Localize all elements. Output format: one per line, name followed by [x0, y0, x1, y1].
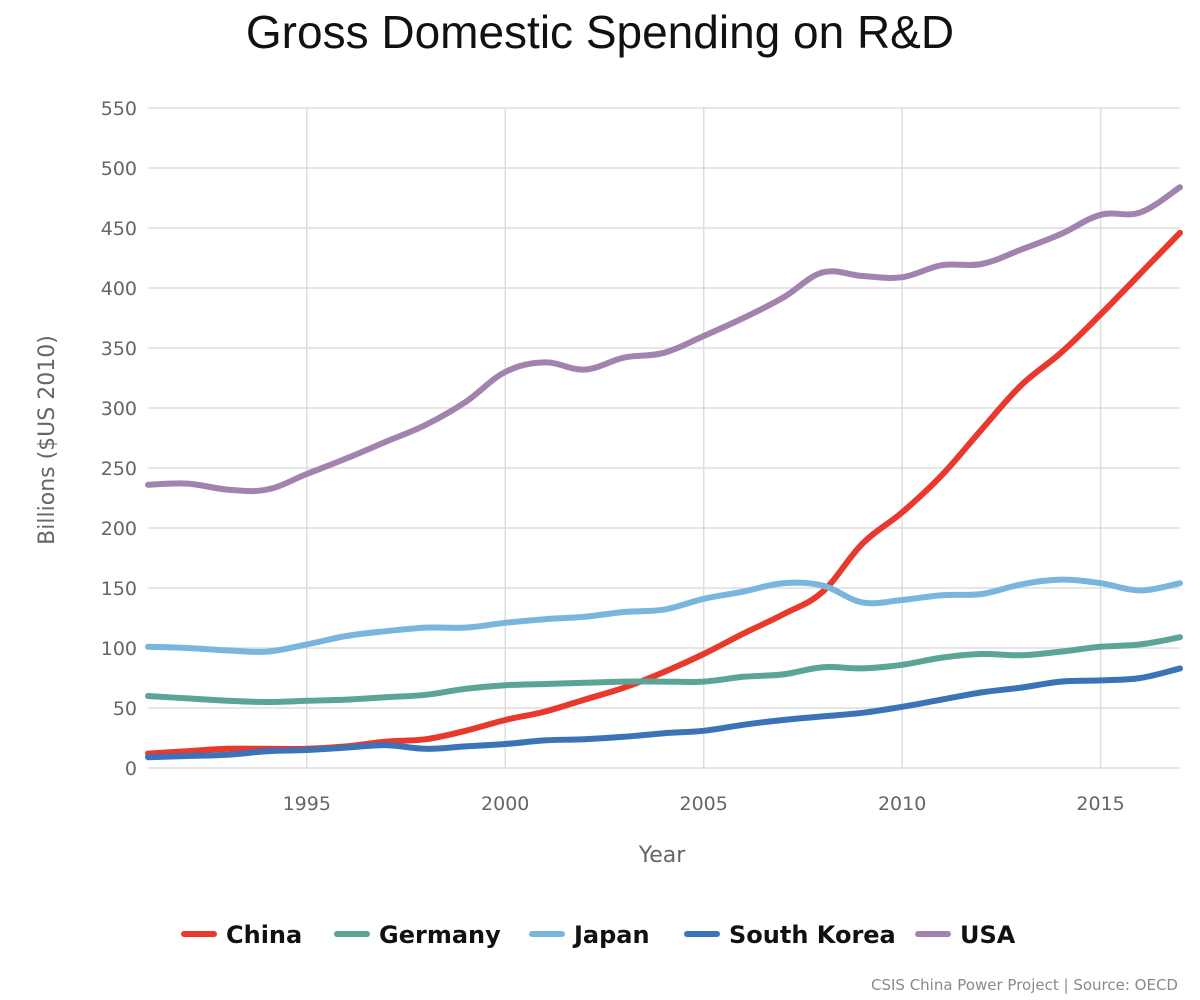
- y-tick-label: 350: [101, 338, 137, 360]
- legend-label: South Korea: [729, 921, 896, 949]
- y-tick-label: 100: [101, 638, 137, 660]
- legend-label: China: [226, 921, 302, 949]
- y-axis-label: Billions ($US 2010): [35, 335, 60, 545]
- y-tick-label: 250: [101, 458, 137, 480]
- source-note: CSIS China Power Project | Source: OECD: [871, 976, 1178, 994]
- x-tick-label: 2015: [1076, 793, 1124, 815]
- legend-item-japan: Japan: [529, 921, 650, 949]
- series-line-china: [145, 229, 1183, 757]
- y-tick-label: 50: [113, 698, 137, 720]
- y-tick-label: 200: [101, 518, 137, 540]
- legend-item-usa: USA: [915, 921, 1016, 949]
- y-tick-label: 500: [101, 158, 137, 180]
- y-tick-label: 0: [125, 758, 137, 780]
- y-tick-label: 300: [101, 398, 137, 420]
- y-tick-label: 400: [101, 278, 137, 300]
- series-line-japan: [145, 576, 1183, 655]
- series-line-south-korea: [145, 665, 1183, 761]
- legend-item-germany: Germany: [334, 921, 501, 949]
- legend-label: Germany: [379, 921, 501, 949]
- series-line-usa: [145, 184, 1183, 495]
- x-tick-label: 1995: [283, 793, 331, 815]
- legend-label: Japan: [572, 921, 650, 949]
- x-tick-label: 2000: [481, 793, 529, 815]
- x-tick-label: 2005: [680, 793, 728, 815]
- y-tick-label: 550: [101, 98, 137, 120]
- x-axis-label: Year: [638, 843, 687, 868]
- x-tick-label: 2010: [878, 793, 926, 815]
- legend-item-china: China: [181, 921, 302, 949]
- series-line-germany: [145, 634, 1183, 705]
- y-axis-ticks: 0 50 100 150 200 250 300 350 400 450 500 550: [101, 98, 137, 780]
- series-lines: [145, 184, 1183, 761]
- legend-label: USA: [960, 921, 1016, 949]
- x-axis-ticks: 1995 2000 2005 2010 2015: [283, 793, 1125, 815]
- chart-title: Gross Domestic Spending on R&D: [246, 6, 954, 58]
- y-tick-label: 150: [101, 578, 137, 600]
- y-tick-label: 450: [101, 218, 137, 240]
- legend: China Germany Japan South Korea USA: [181, 921, 1016, 949]
- legend-item-south-korea: South Korea: [684, 921, 896, 949]
